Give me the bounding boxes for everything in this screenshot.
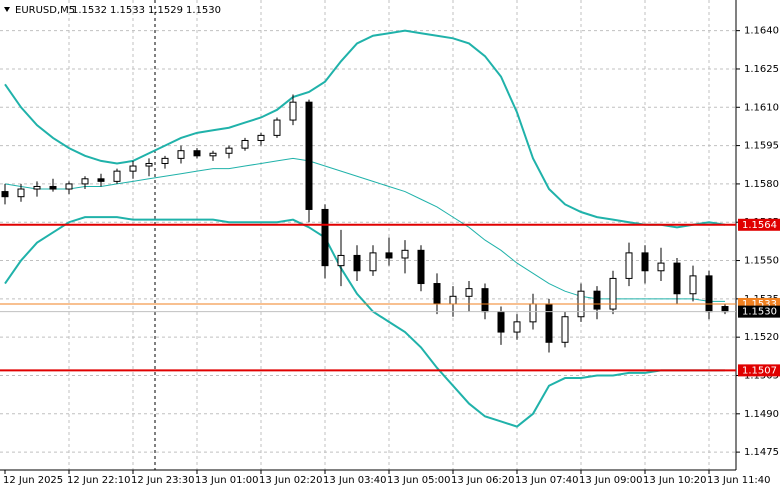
candle-body (193, 150, 201, 157)
y-tick-label: 1.1625 (744, 64, 779, 75)
candle-body (257, 134, 265, 141)
price-box (738, 305, 780, 318)
candle-body (225, 147, 233, 154)
y-tick-label: 1.1640 (744, 26, 779, 37)
menu-arrow[interactable] (4, 7, 10, 12)
candle-body (497, 311, 505, 333)
candle-body (529, 303, 537, 323)
x-tick-label: 13 Jun 05:00 (387, 475, 451, 486)
x-tick-label: 12 Jun 23:30 (131, 475, 195, 486)
candle-body (673, 262, 681, 295)
candle-body (1, 191, 9, 198)
candle-body (273, 119, 281, 136)
candle-body (369, 252, 377, 272)
candle-body (689, 275, 697, 295)
x-tick-label: 13 Jun 01:00 (195, 475, 259, 486)
x-tick-label: 12 Jun 2025 (3, 475, 63, 486)
y-tick-label: 1.1475 (744, 447, 779, 458)
candle-body (129, 165, 137, 172)
candle-body (241, 139, 249, 149)
candle-body (641, 252, 649, 272)
candle-body (481, 288, 489, 313)
candle-body (49, 185, 57, 190)
candle-body (177, 150, 185, 159)
candle-body (209, 152, 217, 157)
x-tick-label: 13 Jun 07:40 (515, 475, 579, 486)
candle-body (17, 188, 25, 198)
x-tick-label: 12 Jun 22:10 (67, 475, 131, 486)
price-label: 1.1533 (742, 299, 777, 310)
candle-body (593, 290, 601, 310)
candle-body (321, 208, 329, 267)
x-tick-label: 13 Jun 03:40 (323, 475, 387, 486)
candle-body (545, 303, 553, 343)
price-label: 1.1507 (742, 365, 777, 376)
header-value: 1.1533 (110, 5, 145, 16)
candle-body (65, 183, 73, 190)
candle-body (513, 321, 521, 333)
candle-body (353, 254, 361, 272)
candle-body (465, 288, 473, 297)
y-tick-label: 1.1490 (744, 409, 779, 420)
symbol: EURUSD,M5 (15, 5, 75, 16)
candle-body (433, 283, 441, 305)
candle-body (305, 101, 313, 210)
candle-body (721, 306, 729, 313)
candle-body (657, 262, 665, 272)
bollinger-middle (4, 157, 725, 302)
price-box (738, 218, 780, 231)
y-tick-label: 1.1520 (744, 332, 779, 343)
candle-body (401, 249, 409, 259)
x-tick-label: 13 Jun 09:00 (579, 475, 643, 486)
candle-body (81, 178, 89, 185)
header-value: 1.1532 (72, 5, 107, 16)
candle-body (33, 185, 41, 190)
candle-body (145, 162, 153, 167)
candle-body (337, 254, 345, 267)
price-label: 1.1530 (742, 307, 777, 318)
price-label: 1.1564 (742, 220, 777, 231)
candle-body (289, 101, 297, 121)
y-tick-label: 1.1595 (744, 141, 779, 152)
bollinger-upper (4, 29, 726, 229)
candle-body (561, 316, 569, 343)
x-tick-label: 13 Jun 10:20 (643, 475, 707, 486)
candle-body (705, 275, 713, 313)
y-tick-label: 1.1580 (744, 179, 779, 190)
y-tick-label: 1.1550 (744, 256, 779, 267)
candle-body (97, 178, 105, 182)
candle-body (625, 252, 633, 279)
candle-body (417, 249, 425, 285)
candle-body (609, 277, 617, 310)
y-tick-label: 1.1610 (744, 102, 779, 113)
price-box (738, 364, 780, 377)
candle-body (385, 252, 393, 259)
header-value: 1.1529 (148, 5, 183, 16)
header-value: 1.1530 (186, 5, 221, 16)
bollinger-lower (4, 216, 725, 428)
x-tick-label: 13 Jun 06:20 (451, 475, 515, 486)
candle-body (449, 295, 457, 305)
candle-body (161, 157, 169, 164)
x-tick-label: 13 Jun 11:40 (707, 475, 771, 486)
candle-body (113, 170, 121, 182)
x-tick-label: 13 Jun 02:20 (259, 475, 323, 486)
